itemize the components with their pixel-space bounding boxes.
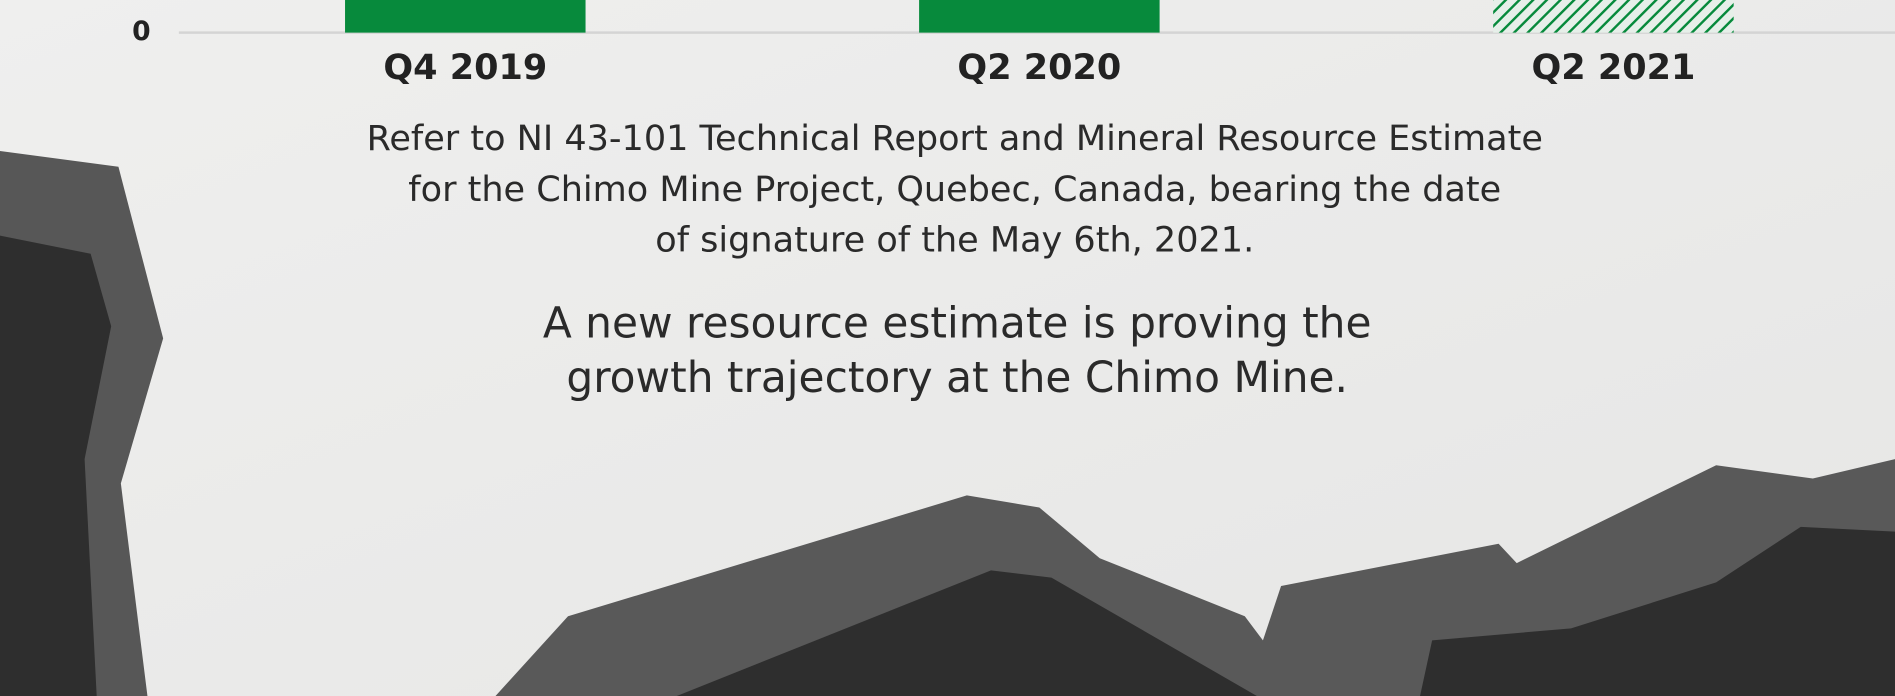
footnote-line: Refer to NI 43-101 Technical Report and … — [367, 118, 1543, 159]
x-tick-label: Q4 2019 — [383, 47, 547, 88]
y-tick-label: 0 — [132, 16, 151, 47]
bar-body — [345, 0, 586, 33]
tagline-line: A new resource estimate is proving the — [543, 299, 1372, 348]
bar-body — [919, 0, 1160, 33]
bar-body — [1493, 0, 1734, 33]
x-tick-label: Q2 2021 — [1531, 47, 1695, 88]
footnote-line: of signature of the May 6th, 2021. — [655, 220, 1254, 261]
chart: 0 Q4 2019 Q2 2020 Q2 2021 Refer to NI 43-10… — [0, 0, 1895, 696]
footnote-line: for the Chimo Mine Project, Quebec, Cana… — [408, 169, 1501, 210]
tagline-line: growth trajectory at the Chimo Mine. — [566, 353, 1348, 402]
x-tick-label: Q2 2020 — [957, 47, 1121, 88]
page: 0 Q4 2019 Q2 2020 Q2 2021 Refer to NI 43-10… — [0, 0, 1895, 696]
